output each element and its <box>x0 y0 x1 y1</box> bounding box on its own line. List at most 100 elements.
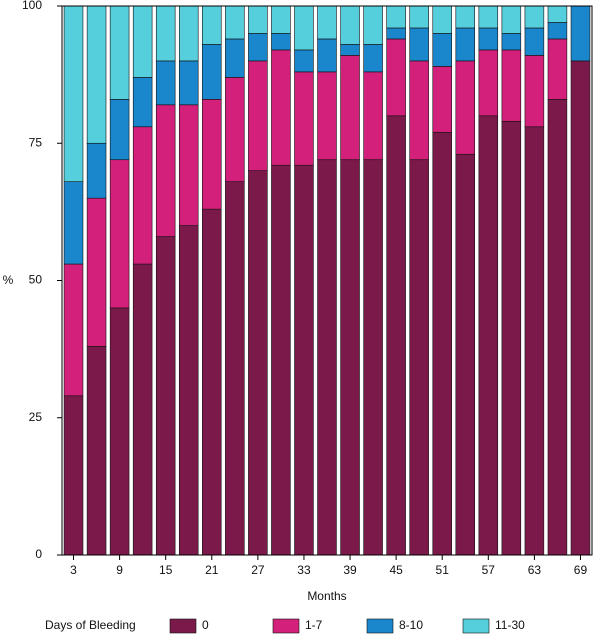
bar-segment <box>409 60 429 161</box>
bar-segment <box>432 66 452 133</box>
x-tick-label: 33 <box>297 563 311 577</box>
bar-segment <box>86 142 107 199</box>
bar-segment <box>409 5 429 29</box>
bar-segment <box>340 55 360 161</box>
bar-segment <box>363 71 383 161</box>
bar-segment <box>202 208 222 556</box>
bar-segment <box>363 159 383 556</box>
bar-segment <box>547 22 568 40</box>
bar-segment <box>225 5 245 40</box>
legend-swatch <box>169 618 197 634</box>
x-tick-label: 39 <box>343 563 357 577</box>
bar-segment <box>317 5 337 40</box>
bar-segment <box>132 126 153 265</box>
bar-segment <box>294 49 314 73</box>
y-axis-label: % <box>3 273 14 287</box>
x-tick-label: 21 <box>205 563 219 577</box>
x-tick-label: 57 <box>482 563 496 577</box>
legend-title: Days of Bleeding <box>45 618 136 632</box>
bar-segment <box>271 33 291 51</box>
bar-segment <box>317 38 337 73</box>
bar-segment <box>547 5 568 23</box>
bar-segment <box>524 126 545 556</box>
bar-segment <box>478 27 499 51</box>
bar-segment <box>178 225 199 556</box>
bar-segment <box>386 38 406 117</box>
bar-segment <box>271 164 291 556</box>
bar-segment <box>132 263 153 556</box>
bar-segment <box>501 120 522 556</box>
bar-segment <box>63 5 84 182</box>
bar-segment <box>363 44 383 73</box>
x-tick-label: 3 <box>70 563 77 577</box>
bar-segment <box>155 104 176 237</box>
y-tick-label: 75 <box>29 135 43 149</box>
bar-segment <box>86 5 107 144</box>
bar-segment <box>109 159 130 309</box>
bar-segment <box>248 170 268 556</box>
x-tick-label: 15 <box>159 563 173 577</box>
bar-segment <box>386 5 406 29</box>
x-tick-label: 69 <box>574 563 588 577</box>
bar-segment <box>155 60 176 106</box>
bar-segment <box>294 164 314 556</box>
bar-segment <box>63 263 84 397</box>
bar-segment <box>109 5 130 100</box>
bar-segment <box>409 27 429 62</box>
bar-segment <box>317 159 337 556</box>
bar-segment <box>155 5 176 62</box>
bar-segment <box>225 181 245 556</box>
bar-segment <box>386 27 406 40</box>
bar-segment <box>317 71 337 161</box>
y-tick-label: 0 <box>35 547 42 561</box>
legend-swatch <box>272 618 300 634</box>
bar-segment <box>202 44 222 100</box>
bar-segment <box>63 395 84 556</box>
bar-segment <box>109 99 130 161</box>
legend-swatch <box>462 618 490 634</box>
bar-segment <box>547 38 568 100</box>
bar-segment <box>63 181 84 265</box>
bar-segment <box>455 27 476 62</box>
bar-segment <box>409 159 429 556</box>
bar-segment <box>524 55 545 128</box>
bar-segment <box>478 115 499 556</box>
bar-segment <box>570 60 591 556</box>
bar-segment <box>155 236 176 556</box>
bar-segment <box>340 44 360 56</box>
bar-segment <box>432 33 452 67</box>
bar-segment <box>202 5 222 45</box>
bar-segment <box>271 49 291 166</box>
legend-label: 1-7 <box>305 618 323 632</box>
bar-segment <box>86 197 107 347</box>
y-tick-label: 50 <box>29 273 43 287</box>
bar-segment <box>432 5 452 34</box>
bar-segment <box>455 5 476 29</box>
bar-segment <box>132 77 153 128</box>
bar-segment <box>248 60 268 172</box>
x-tick-label: 63 <box>528 563 542 577</box>
bar-segment <box>363 5 383 45</box>
bar-segment <box>455 60 476 155</box>
bar-segment <box>294 5 314 51</box>
bar-segment <box>501 49 522 122</box>
bar-segment <box>570 5 591 62</box>
bar-segment <box>386 115 406 556</box>
x-tick-label: 45 <box>389 563 403 577</box>
bar-segment <box>478 5 499 29</box>
x-tick-label: 9 <box>116 563 123 577</box>
bar-segment <box>524 5 545 29</box>
bar-segment <box>547 99 568 556</box>
bar-segment <box>248 33 268 62</box>
bar-segment <box>132 5 153 78</box>
bar-segment <box>501 33 522 51</box>
y-tick-label: 100 <box>22 0 42 12</box>
bar-segment <box>340 159 360 556</box>
bar-segment <box>86 346 107 556</box>
bar-segment <box>294 71 314 166</box>
bar-segment <box>524 27 545 56</box>
bar-segment <box>340 5 360 45</box>
plot-frame <box>61 5 593 556</box>
